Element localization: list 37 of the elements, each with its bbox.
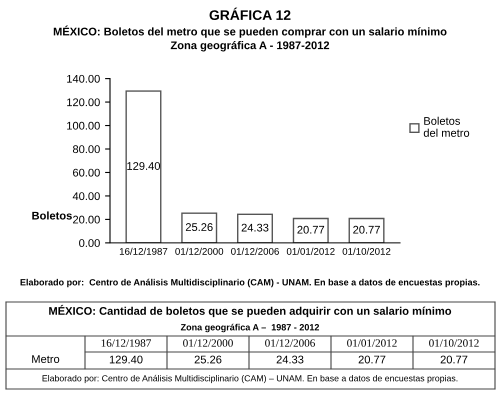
y-tick-label: 120.00: [67, 98, 100, 106]
y-tick-label: 20.00: [73, 216, 100, 224]
x-tick-label: 16/12/1987: [120, 248, 168, 255]
chart-title: GRÁFICA 12: [210, 8, 290, 20]
text: 25.26: [194, 356, 222, 364]
x-tick-label: 01/12/2000: [175, 248, 224, 255]
text: Zona geográfica A – 1987 - 2012: [180, 324, 320, 332]
text: 20.77: [358, 356, 386, 364]
y-tick-label: 60.00: [73, 168, 100, 177]
text: 20.77: [440, 356, 468, 364]
category-label: 01/01/2012: [347, 339, 397, 347]
chart-subtitle: MÉXICO: Boletos del metro que se pueden comprar con un salario mínimo Zona geográfica A - 1987-2012: [54, 26, 447, 52]
text: 24.33: [276, 356, 304, 364]
y-axis-title: Boletos: [32, 211, 72, 220]
text: MÉXICO: Cantidad de boletos que se pueden adquirir con un salario mínimo: [49, 304, 452, 318]
legend-label: Boletos del metro: [424, 116, 470, 137]
y-tick-label: 40.00: [72, 192, 100, 200]
y-tick-label: 140.00: [67, 74, 100, 83]
category-label: 16/12/1987: [102, 339, 151, 347]
category-label: 01/10/2012: [429, 339, 479, 347]
text: Elaborado por: Centro de Análisis Multidisciplinario (CAM) – UNAM. En base a datos de encuestas propias.: [42, 374, 458, 384]
category-label: 01/12/2000: [183, 339, 233, 347]
category-label: 01/12/2006: [265, 339, 315, 347]
data-label: 24.33: [242, 224, 268, 232]
data-label: 129.40: [127, 162, 160, 170]
data-label: 20.77: [297, 226, 324, 234]
x-tick-label: 01/10/2012: [342, 248, 390, 255]
text: Elaborado por: Centro de Análisis Multidisciplinario (CAM) - UNAM. En base a datos de encuestas propias.: [20, 278, 480, 288]
y-tick-label: 80.00: [72, 145, 100, 154]
y-tick-label: 100.00: [67, 122, 100, 130]
text: 129.40: [110, 356, 143, 364]
data-label: 20.77: [353, 226, 380, 234]
x-tick-label: 01/12/2006: [231, 248, 279, 255]
text: Metro: [32, 355, 60, 363]
y-tick-label: 0.00: [79, 239, 100, 248]
x-tick-label: 01/01/2012: [286, 248, 335, 255]
data-label: 25.26: [186, 223, 213, 232]
